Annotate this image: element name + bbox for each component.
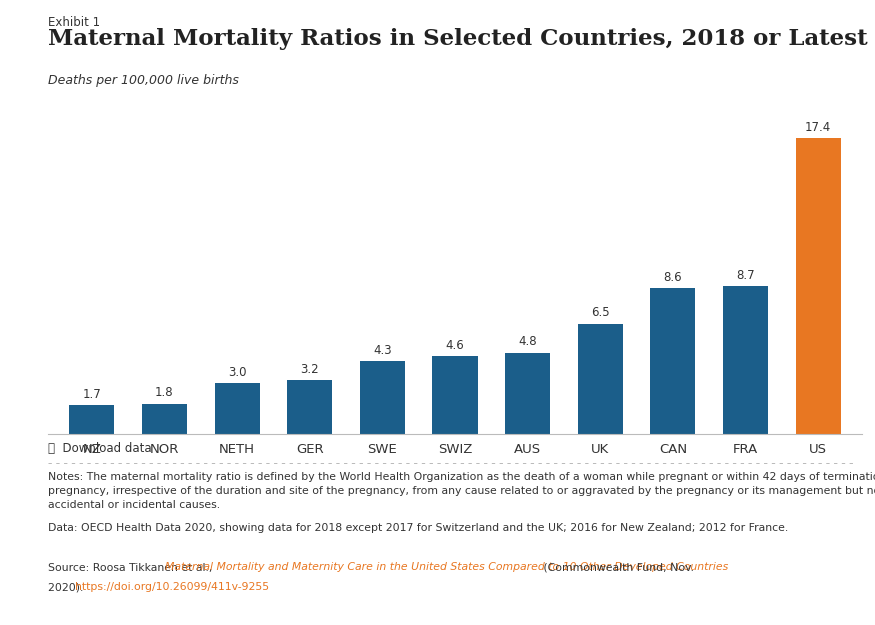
- Bar: [795, 138, 841, 434]
- Text: ⤓  Download data: ⤓ Download data: [48, 442, 151, 455]
- Bar: [723, 286, 768, 434]
- Text: 3.0: 3.0: [228, 366, 246, 379]
- Text: Maternal Mortality Ratios in Selected Countries, 2018 or Latest Year: Maternal Mortality Ratios in Selected Co…: [48, 28, 875, 50]
- Text: Exhibit 1: Exhibit 1: [48, 16, 101, 29]
- Text: Source: Roosa Tikkanen et al.,: Source: Roosa Tikkanen et al.,: [48, 562, 216, 572]
- Text: 8.7: 8.7: [737, 269, 755, 282]
- Text: 1.8: 1.8: [155, 386, 173, 399]
- Text: 8.6: 8.6: [663, 271, 682, 284]
- Bar: [214, 383, 260, 434]
- Text: Notes: The maternal mortality ratio is defined by the World Health Organization : Notes: The maternal mortality ratio is d…: [48, 472, 875, 510]
- Text: 4.6: 4.6: [445, 339, 465, 352]
- Text: 1.7: 1.7: [82, 388, 102, 401]
- Bar: [578, 324, 623, 434]
- Text: 17.4: 17.4: [805, 121, 831, 134]
- Bar: [287, 380, 332, 434]
- Text: 3.2: 3.2: [300, 362, 319, 376]
- Text: 6.5: 6.5: [591, 306, 610, 319]
- Text: Deaths per 100,000 live births: Deaths per 100,000 live births: [48, 74, 239, 87]
- Text: https://doi.org/10.26099/411v-9255: https://doi.org/10.26099/411v-9255: [74, 582, 269, 592]
- Text: Data: OECD Health Data 2020, showing data for 2018 except 2017 for Switzerland a: Data: OECD Health Data 2020, showing dat…: [48, 523, 788, 533]
- Text: 2020).: 2020).: [48, 582, 87, 592]
- Bar: [650, 288, 696, 434]
- Text: 4.3: 4.3: [373, 344, 392, 357]
- Bar: [69, 406, 115, 434]
- Bar: [432, 356, 478, 434]
- Bar: [505, 352, 550, 434]
- Bar: [360, 361, 405, 434]
- Text: Maternal Mortality and Maternity Care in the United States Compared to 10 Other : Maternal Mortality and Maternity Care in…: [165, 562, 729, 572]
- Text: (Commonwealth Fund, Nov.: (Commonwealth Fund, Nov.: [540, 562, 694, 572]
- Text: 4.8: 4.8: [518, 336, 537, 348]
- Bar: [142, 404, 187, 434]
